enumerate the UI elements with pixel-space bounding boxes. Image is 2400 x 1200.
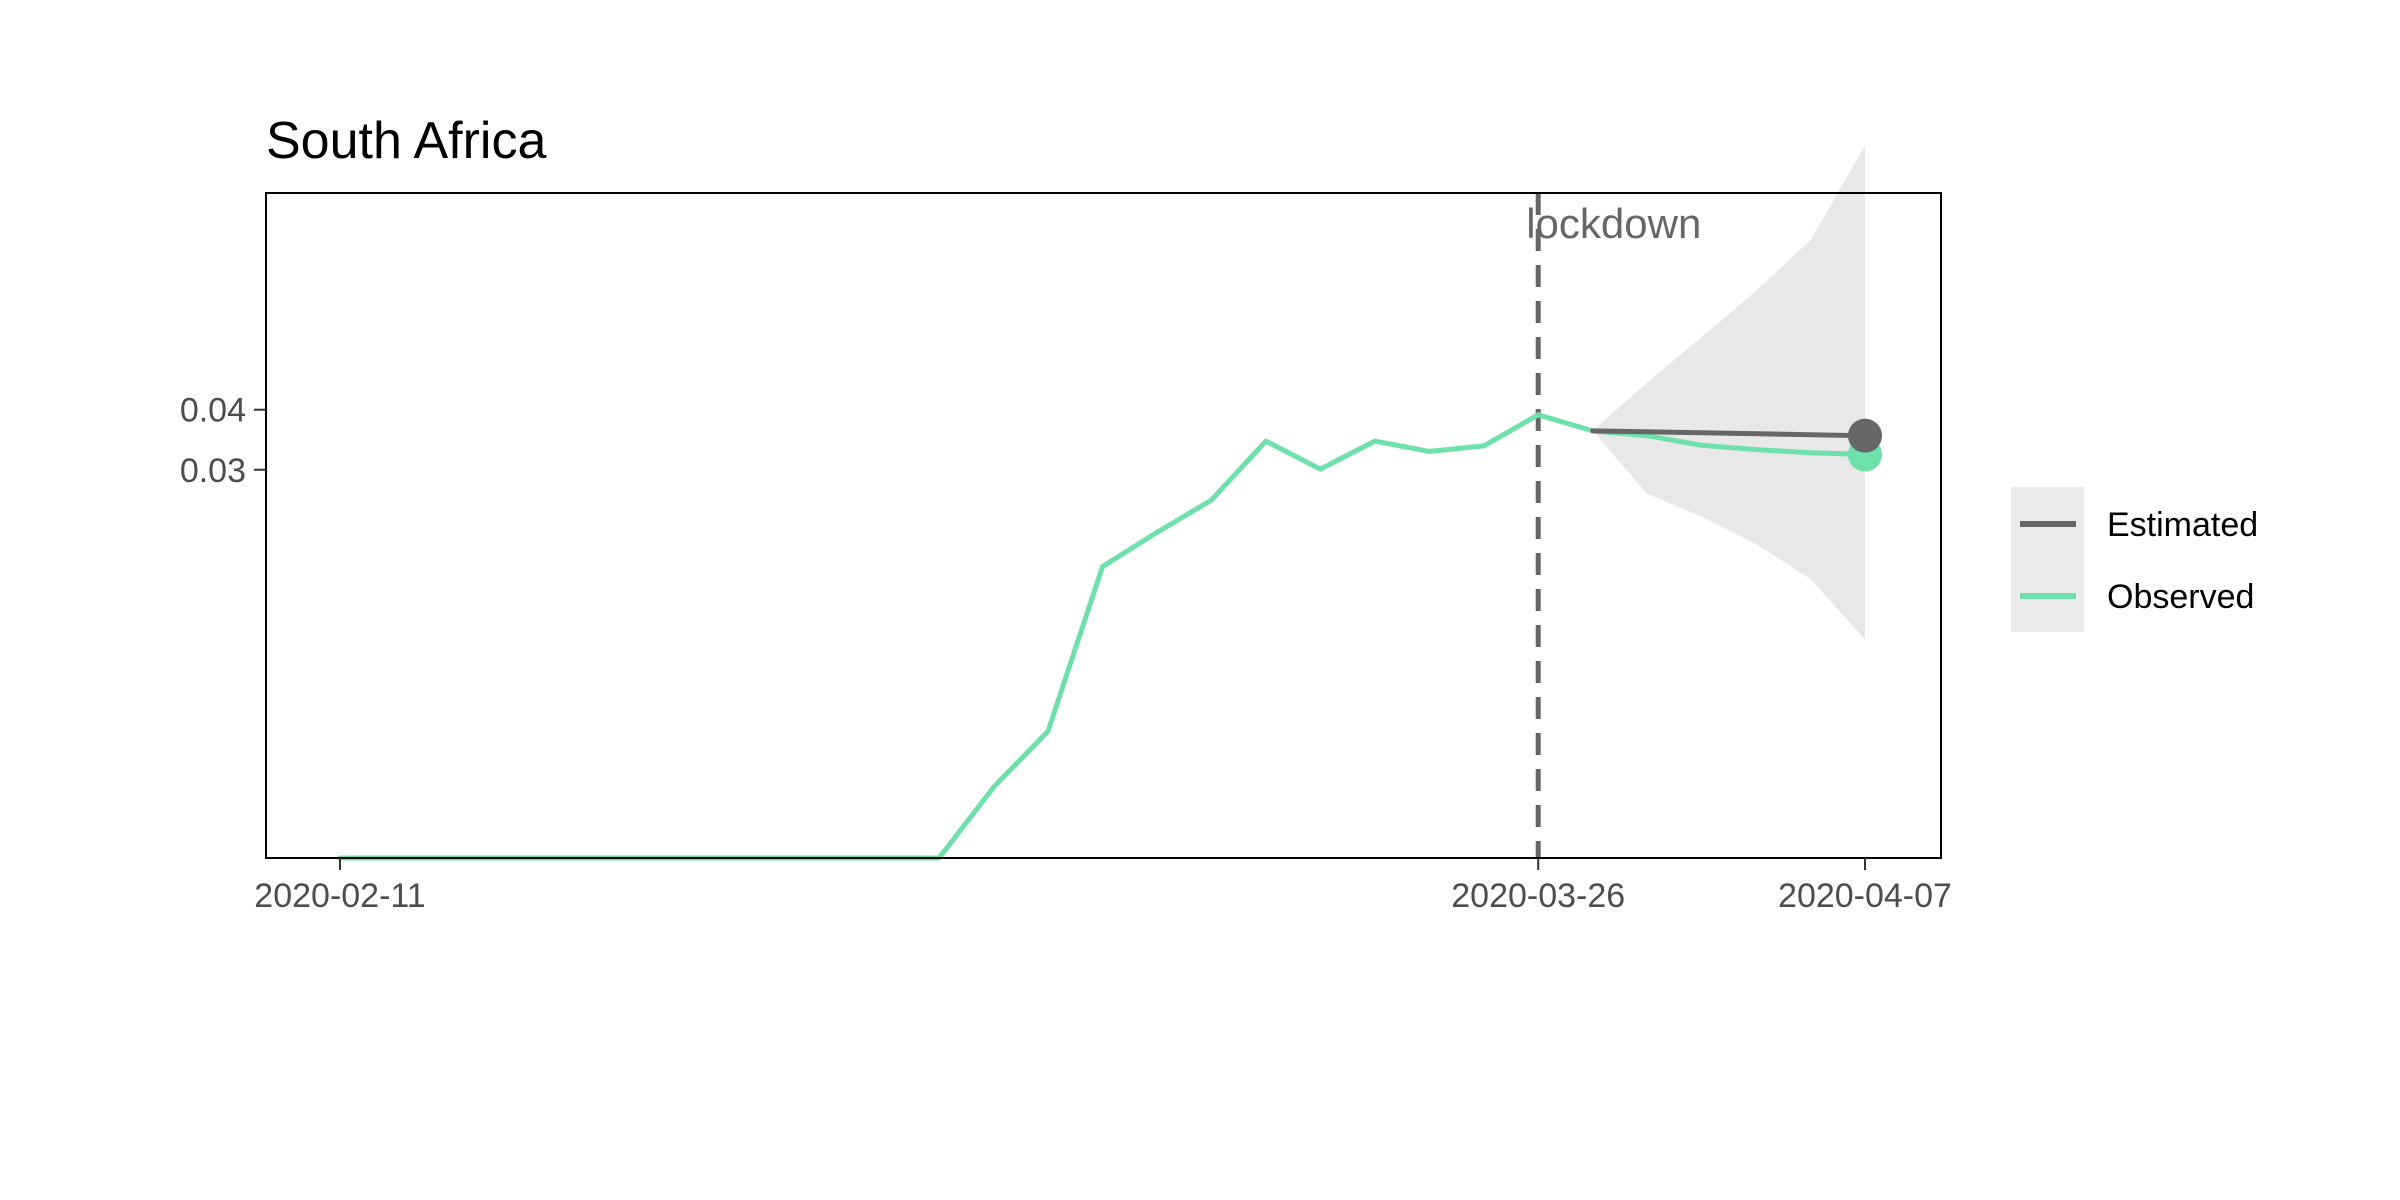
y-tick-label: 0.03 [180, 452, 246, 490]
chart-title: South Africa [266, 112, 546, 170]
legend-label-observed: Observed [2107, 578, 2254, 616]
legend-key-background [2011, 487, 2084, 632]
end-point-estimated [1848, 418, 1882, 453]
lockdown-label: lockdown [1526, 200, 1701, 247]
legend-label-estimated: Estimated [2107, 506, 2258, 544]
confidence-ribbon [1592, 145, 1865, 640]
plot-area: lockdown [337, 145, 1882, 861]
series-line-estimated [1590, 428, 1868, 439]
axes: 2020-02-11 2020-03-26 2020-04-07 0.03 0.04 [180, 192, 1952, 915]
x-tick-label: 2020-02-11 [254, 877, 425, 915]
y-tick-label: 0.04 [180, 392, 246, 430]
legend: Estimated Observed [2011, 487, 2258, 632]
panel-border [265, 192, 1942, 859]
series-line-observed [337, 412, 1868, 861]
x-tick-label: 2020-04-07 [1778, 877, 1952, 915]
x-tick-label: 2020-03-26 [1451, 877, 1625, 915]
